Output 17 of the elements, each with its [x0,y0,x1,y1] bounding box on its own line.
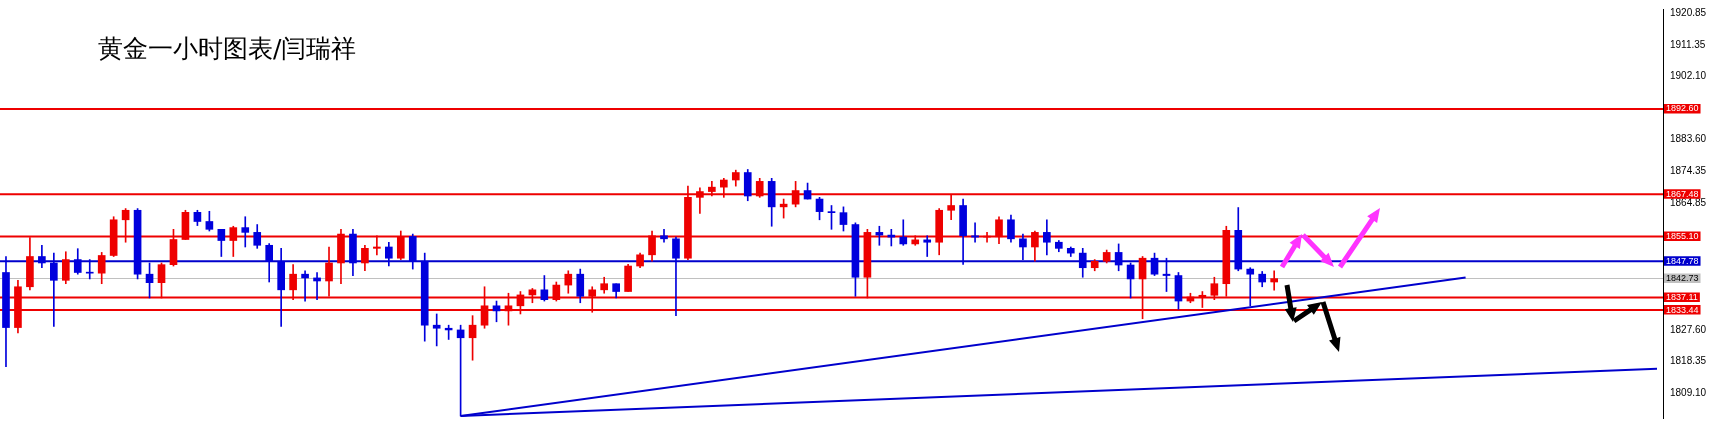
y-tick-label: 1874.35 [1670,164,1707,176]
ref-line-label: 1842.73 [1666,272,1699,283]
ref-line-label: 1837.11 [1666,292,1698,303]
ref-line-label: 1867.48 [1666,188,1699,199]
y-tick-label: 1911.35 [1670,38,1706,50]
y-tick-label: 1883.60 [1670,133,1707,145]
ref-line-label: 1847.78 [1666,255,1699,266]
y-tick-label: 1809.10 [1670,386,1707,398]
y-tick-label: 1902.10 [1670,70,1707,82]
y-tick-label: 1818.35 [1670,355,1707,367]
text: 黄金一小时图表/闫瑞祥 [98,33,357,65]
ref-line-label: 1855.10 [1666,230,1699,241]
ref-line-label: 1892.60 [1666,103,1699,114]
ref-line-label: 1833.44 [1666,304,1699,315]
y-tick-label: 1920.85 [1670,6,1707,18]
y-tick-label: 1827.60 [1670,323,1707,335]
y-tick-label: 1864.85 [1670,197,1707,209]
